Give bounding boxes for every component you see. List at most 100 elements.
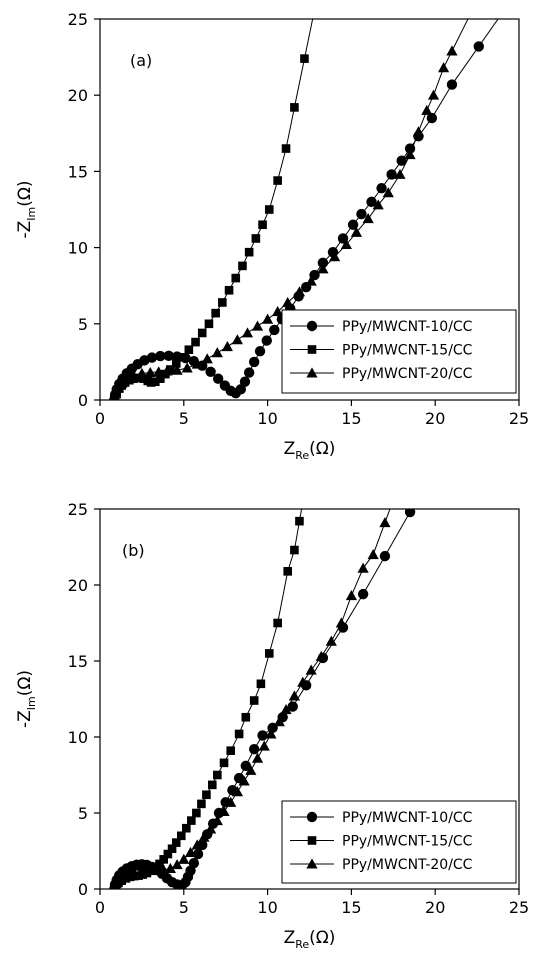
data-point (248, 356, 260, 368)
x-tick-label: 0 (95, 898, 105, 917)
data-point (191, 358, 203, 369)
data-point (184, 345, 194, 355)
data-point (404, 509, 416, 518)
series-line-extension (451, 19, 469, 52)
data-point (404, 143, 416, 154)
data-point (221, 341, 233, 352)
data-point (231, 273, 241, 283)
legend-marker-triangle (306, 367, 318, 378)
x-tick-label: 5 (179, 409, 189, 428)
data-point (166, 365, 175, 374)
data-point (379, 517, 391, 528)
legend-label: PPy/MWCNT-10/CC (342, 319, 473, 335)
data-point (446, 79, 458, 90)
data-point (244, 247, 254, 257)
data-point (231, 334, 244, 345)
data-point (198, 831, 210, 842)
data-point (155, 859, 164, 869)
data-point (264, 205, 274, 214)
data-point (273, 176, 282, 185)
series-triangle (110, 509, 391, 889)
data-point (188, 857, 200, 869)
y-tick-label: 0 (78, 391, 88, 410)
data-point (231, 786, 244, 797)
data-point (163, 849, 173, 859)
data-point (254, 346, 266, 357)
series-line-extension (298, 509, 303, 522)
y-tick-label: 5 (78, 315, 88, 334)
data-point (176, 831, 186, 841)
panel-label: (a) (130, 51, 152, 70)
data-point (171, 359, 181, 368)
data-point (187, 816, 196, 825)
data-point (265, 728, 277, 739)
data-point (329, 251, 341, 262)
data-point (325, 635, 337, 646)
data-point (372, 199, 384, 210)
data-point (427, 89, 440, 100)
data-point (144, 366, 156, 378)
data-point (290, 545, 299, 555)
data-point (146, 352, 158, 363)
data-point (178, 853, 190, 864)
data-point (171, 364, 183, 375)
data-point (335, 617, 347, 628)
data-point (205, 366, 216, 378)
data-point (213, 770, 222, 780)
data-point (280, 704, 292, 715)
data-point (272, 306, 284, 317)
data-point (137, 860, 150, 871)
data-point (258, 220, 267, 230)
series-line-extension (478, 19, 499, 47)
data-point (287, 701, 298, 712)
data-point (251, 320, 264, 331)
y-tick-label: 10 (68, 239, 88, 258)
data-point (136, 367, 148, 378)
legend-label: PPy/MWCNT-20/CC (342, 366, 473, 382)
x-tick-label: 0 (95, 409, 105, 428)
legend-box (281, 309, 517, 394)
data-point (110, 388, 122, 399)
data-point (144, 862, 156, 873)
data-point (382, 187, 394, 198)
data-point (211, 815, 223, 826)
data-point (249, 696, 259, 705)
series-triangle (110, 19, 469, 400)
x-tick-label: 20 (425, 409, 445, 428)
data-point (218, 298, 227, 307)
legend-marker-square (307, 836, 317, 845)
data-point (234, 729, 244, 739)
data-point (356, 208, 367, 220)
data-point (258, 740, 270, 751)
data-point (167, 844, 177, 854)
data-point (290, 103, 299, 112)
data-point (171, 859, 183, 870)
y-tick-label: 10 (68, 728, 88, 747)
data-point (317, 257, 329, 269)
data-point (151, 863, 163, 874)
data-point (256, 679, 266, 689)
data-point (366, 196, 377, 208)
data-point (218, 805, 230, 816)
data-point (239, 376, 251, 387)
data-point (293, 286, 306, 297)
data-point (212, 373, 224, 384)
y-tick-label: 25 (68, 500, 88, 519)
data-point (248, 743, 260, 755)
data-point (184, 846, 197, 857)
y-axis-label: -ZIm(Ω) (15, 180, 38, 238)
data-point (204, 319, 214, 329)
y-tick-label: 0 (78, 880, 88, 899)
legend-item: PPy/MWCNT-20/CC (290, 857, 473, 873)
data-point (379, 550, 391, 562)
plot-area (109, 19, 499, 400)
data-point (473, 41, 484, 52)
data-point (235, 384, 246, 395)
legend-marker-circle (306, 811, 318, 823)
legend-label: PPy/MWCNT-20/CC (342, 857, 473, 873)
data-point (281, 144, 291, 153)
data-point (191, 337, 200, 347)
x-tick-label: 10 (257, 409, 277, 428)
x-tick-label: 5 (179, 898, 189, 917)
